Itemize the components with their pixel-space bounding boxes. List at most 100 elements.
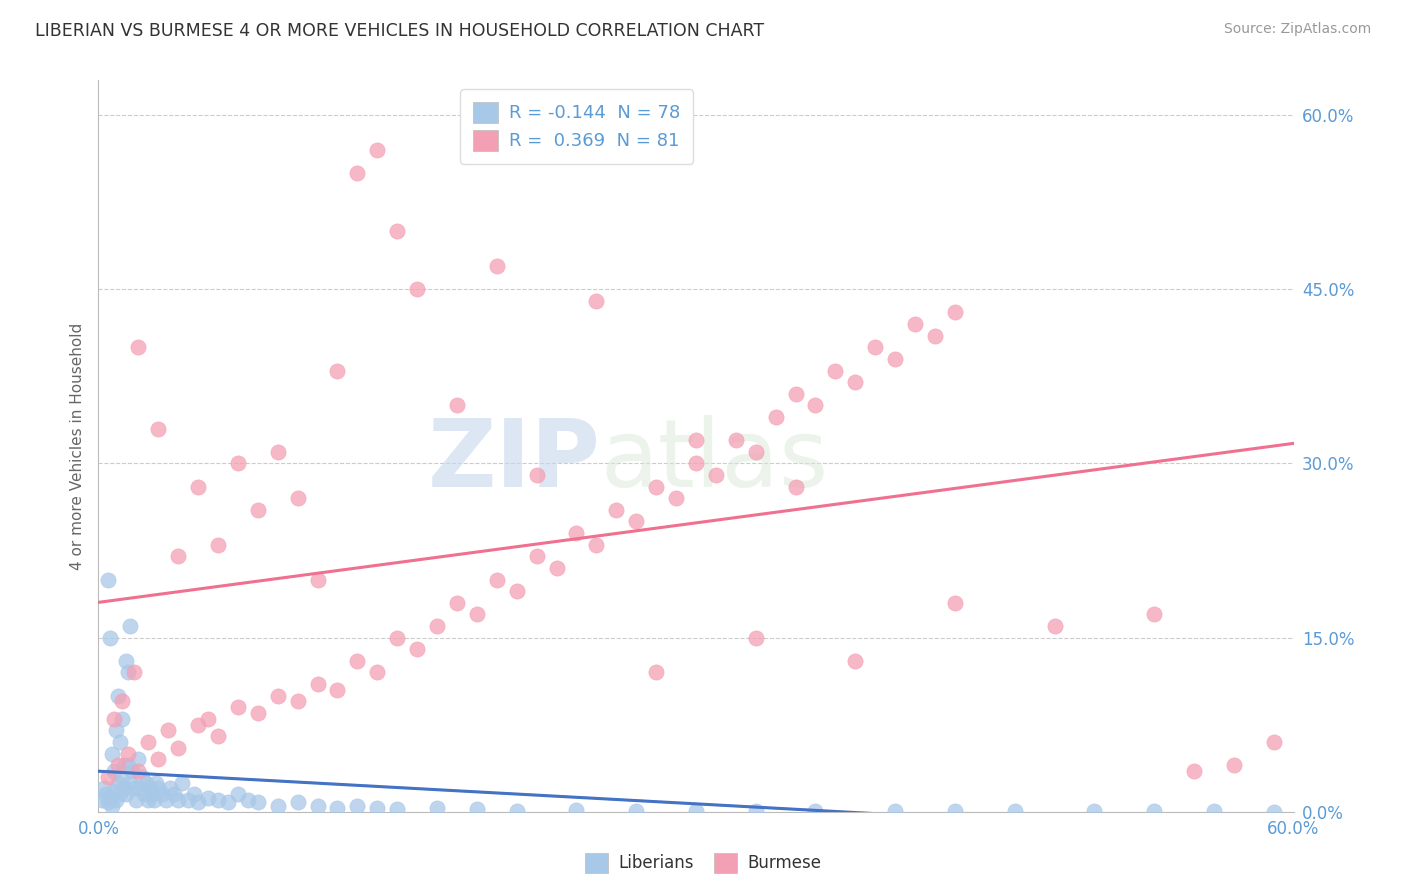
Point [98,631,122,645]
Point [115,654,138,668]
Point [385,631,409,645]
Point [148,781,170,796]
Point [136,735,159,749]
Point [172,775,194,789]
Point [111,770,134,784]
Point [157,723,180,738]
Point [943,596,966,610]
Point [884,351,907,366]
Point [704,468,727,483]
Point [765,409,787,424]
Point [96,787,118,801]
Point [148,752,170,766]
Point [167,549,190,564]
Point [605,503,627,517]
Point [267,689,290,703]
Text: Source: ZipAtlas.com: Source: ZipAtlas.com [1223,22,1371,37]
Point [307,798,329,813]
Point [366,665,388,680]
Point [685,804,707,818]
Point [904,317,927,331]
Point [1143,805,1166,819]
Point [150,787,173,801]
Point [465,802,488,816]
Point [785,386,807,401]
Point [785,480,807,494]
Point [197,790,219,805]
Point [346,798,368,813]
Point [346,166,368,180]
Point [745,445,768,459]
Point [207,793,229,807]
Point [111,694,134,708]
Point [98,790,122,805]
Point [117,747,139,761]
Point [1182,764,1205,778]
Point [148,421,170,435]
Point [217,796,239,810]
Point [844,375,866,389]
Point [112,781,135,796]
Point [117,665,139,680]
Point [145,775,167,789]
Point [120,619,142,633]
Point [804,804,827,818]
Point [506,804,529,818]
Point [135,775,157,789]
Point [326,682,349,697]
Point [824,363,846,377]
Legend: Liberians, Burmese: Liberians, Burmese [578,847,828,880]
Point [111,712,134,726]
Point [506,584,529,599]
Point [226,700,249,714]
Point [943,305,966,319]
Point [127,340,149,354]
Point [127,764,149,778]
Point [105,793,128,807]
Point [1043,619,1066,633]
Point [101,798,124,813]
Point [1004,805,1026,819]
Point [103,712,125,726]
Point [366,801,388,815]
Point [546,561,568,575]
Point [103,784,125,798]
Point [346,654,368,668]
Point [624,515,647,529]
Point [167,793,190,807]
Point [745,631,768,645]
Point [246,796,269,810]
Point [110,787,132,801]
Point [565,803,588,817]
Point [585,538,607,552]
Point [665,491,688,506]
Point [426,801,449,815]
Point [207,538,229,552]
Point [326,363,349,377]
Point [1202,805,1225,819]
Point [107,775,129,789]
Point [93,781,115,796]
Point [287,694,309,708]
Text: LIBERIAN VS BURMESE 4 OR MORE VEHICLES IN HOUSEHOLD CORRELATION CHART: LIBERIAN VS BURMESE 4 OR MORE VEHICLES I… [35,22,765,40]
Point [136,793,159,807]
Point [446,398,468,412]
Legend: R = -0.144  N = 78, R =  0.369  N = 81: R = -0.144 N = 78, R = 0.369 N = 81 [460,89,693,163]
Point [163,787,186,801]
Y-axis label: 4 or more Vehicles in Household: 4 or more Vehicles in Household [69,322,84,570]
Point [134,787,156,801]
Point [385,802,409,816]
Point [124,665,146,680]
Point [125,793,148,807]
Point [107,689,129,703]
Point [426,619,449,633]
Point [287,491,309,506]
Point [143,793,166,807]
Point [685,457,707,471]
Point [406,282,429,296]
Point [197,712,219,726]
Point [141,787,163,801]
Point [624,804,647,818]
Point [366,143,388,157]
Point [565,526,588,541]
